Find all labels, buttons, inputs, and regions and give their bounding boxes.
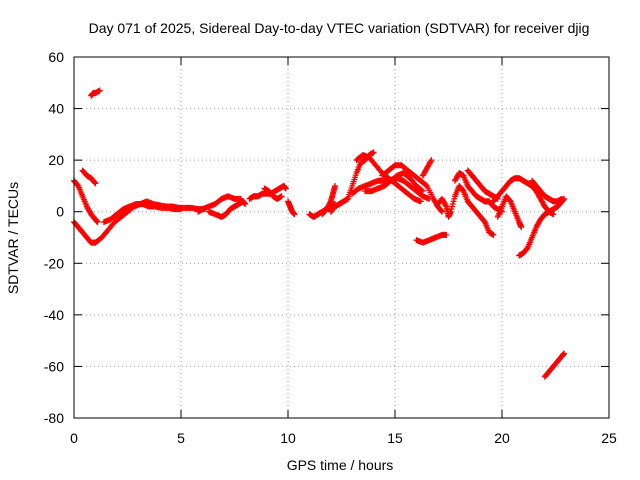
data-series (413, 231, 450, 246)
data-series (494, 193, 525, 231)
data-series (79, 167, 99, 187)
data-series (195, 193, 244, 215)
x-tick-label: 25 (601, 430, 617, 446)
y-tick-label: 20 (48, 152, 64, 168)
y-axis-label: SDTVAR / TECUs (5, 182, 21, 294)
grid-lines (74, 57, 609, 418)
data-point (561, 350, 568, 357)
x-tick-label: 15 (387, 430, 403, 446)
data-series (327, 195, 351, 215)
data-point (428, 157, 435, 164)
chart-title: Day 071 of 2025, Sidereal Day-to-day VTE… (89, 20, 590, 36)
data-series (261, 185, 285, 202)
data-series (100, 200, 184, 226)
x-axis-ticks: 0 5 10 15 20 25 (70, 57, 617, 446)
data-series (285, 198, 298, 218)
x-tick-label: 10 (280, 430, 296, 446)
data-point (91, 179, 98, 186)
data-series (71, 177, 101, 226)
data-point (242, 200, 249, 207)
x-tick-label: 0 (70, 430, 78, 446)
data-point (332, 182, 339, 189)
data-point (558, 195, 565, 202)
data-series (205, 198, 249, 220)
data-point (427, 158, 434, 165)
data-point (96, 87, 103, 94)
data-series (353, 151, 424, 205)
data-point (518, 224, 525, 231)
data-point (443, 231, 450, 238)
data-point (439, 208, 446, 215)
data-series (434, 182, 497, 238)
data-series (88, 87, 103, 99)
x-axis-label: GPS time / hours (287, 457, 394, 473)
data-series (419, 157, 435, 179)
plot-frame (73, 56, 610, 419)
data-series (362, 170, 426, 195)
data-series (451, 170, 505, 215)
y-tick-label: 0 (56, 204, 64, 220)
data-points (71, 87, 568, 380)
y-tick-label: -20 (44, 255, 64, 271)
data-point (550, 211, 557, 218)
y-tick-label: -60 (44, 358, 64, 374)
x-tick-label: 5 (177, 430, 185, 446)
data-point (419, 188, 426, 195)
data-point (92, 180, 99, 187)
data-series (528, 177, 565, 205)
data-series (541, 350, 568, 380)
data-point (282, 185, 289, 192)
data-point (438, 207, 445, 214)
y-tick-label: 40 (48, 101, 64, 117)
data-point (370, 149, 377, 156)
data-point (178, 206, 184, 213)
y-tick-label: -80 (44, 410, 64, 426)
data-point (423, 182, 430, 189)
y-tick-label: -40 (44, 307, 64, 323)
data-point (418, 187, 425, 194)
data-point (291, 211, 298, 218)
data-point (94, 219, 101, 226)
data-point (417, 198, 424, 205)
x-tick-label: 20 (494, 430, 510, 446)
data-point (490, 231, 497, 238)
data-series (319, 182, 339, 218)
data-point (442, 202, 449, 209)
data-point (278, 193, 285, 200)
data-series (379, 162, 446, 215)
y-tick-label: 60 (48, 49, 64, 65)
data-series (246, 182, 289, 202)
y-axis-ticks: -80 -60 -40 -20 0 20 40 60 (44, 49, 609, 426)
data-series (71, 219, 99, 246)
